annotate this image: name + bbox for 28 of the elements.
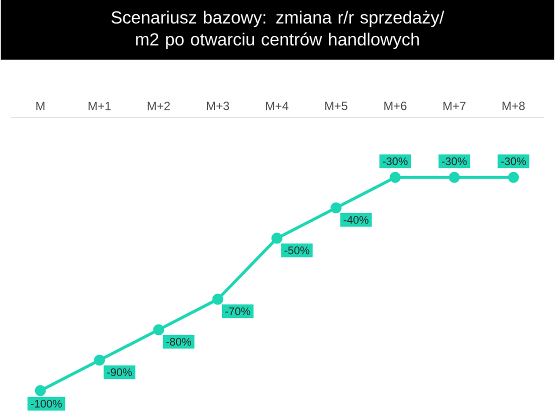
data-label: -80%: [166, 338, 192, 346]
x-tick-label: M+6: [384, 102, 406, 110]
point: [153, 324, 164, 336]
data-label: -40%: [344, 216, 368, 224]
point: [34, 385, 46, 396]
data-label: -50%: [284, 246, 310, 254]
chart-title: Scenariusz bazowy: zmiana r/r sprzedaży/ m2 po otwarciu centrów handlowych: [112, 10, 444, 50]
x-tick-label: M+4: [266, 102, 288, 110]
data-label: -100%: [30, 400, 62, 408]
x-tick-label: M+5: [325, 102, 348, 110]
data-label: -70%: [225, 308, 250, 316]
x-tick-label: M+3: [206, 102, 230, 110]
x-tick-label: M+2: [148, 102, 170, 110]
point: [94, 354, 105, 366]
data-label: -30%: [382, 158, 408, 166]
point: [212, 294, 224, 305]
point: [330, 202, 342, 214]
x-tick-label: M+7: [443, 102, 466, 110]
data-label: -90%: [107, 368, 132, 376]
point: [508, 172, 519, 183]
x-tick-label: M+8: [502, 102, 525, 110]
data-label: -30%: [501, 158, 526, 166]
point: [390, 172, 401, 183]
x-tick-label: M: [36, 102, 44, 110]
point: [271, 232, 282, 244]
point: [448, 172, 460, 183]
x-tick-label: M+1: [88, 102, 111, 110]
data-label: -30%: [442, 158, 467, 166]
